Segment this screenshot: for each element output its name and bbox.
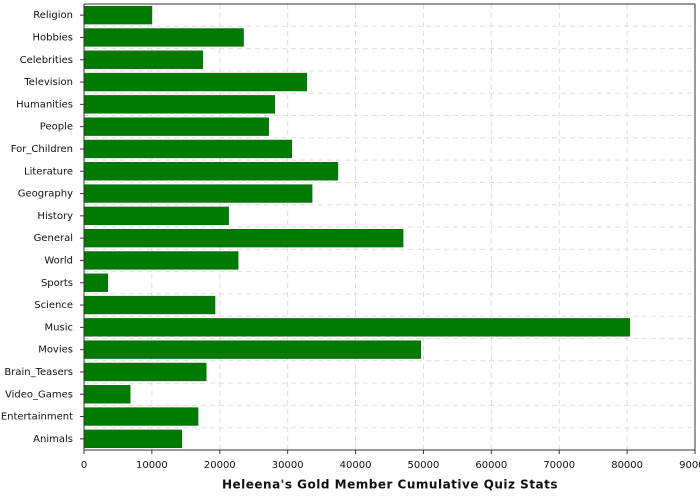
bar [83, 295, 216, 315]
bar [83, 117, 269, 136]
bar [83, 429, 183, 449]
bar [83, 385, 131, 404]
bar [83, 72, 307, 92]
bar [83, 340, 421, 359]
y-tick-label: Television [23, 77, 73, 88]
bar [83, 407, 199, 426]
y-tick-label: Celebrities [20, 55, 73, 66]
y-tick-label: Science [34, 300, 73, 311]
y-tick-label: Humanities [16, 99, 73, 110]
x-axis-title: Heleena's Gold Member Cumulative Quiz St… [222, 478, 558, 492]
x-tick-label: 30000 [272, 460, 304, 471]
y-tick-label: Hobbies [33, 32, 73, 43]
y-tick-label: Movies [38, 345, 73, 356]
y-tick-label: People [40, 122, 73, 133]
y-tick-label: General [34, 233, 73, 244]
x-tick-label: 90000 [679, 460, 700, 471]
bar [83, 228, 404, 248]
x-tick-label: 40000 [340, 460, 372, 471]
bar [83, 206, 229, 226]
bar [83, 50, 204, 69]
y-tick-label: Video_Games [5, 389, 73, 400]
y-tick-label: Sports [41, 278, 73, 289]
x-tick-label: 50000 [408, 460, 440, 471]
x-tick-label: 20000 [204, 460, 236, 471]
bar [83, 362, 207, 382]
y-tick-label: Geography [18, 189, 73, 200]
x-tick-label: 60000 [475, 460, 507, 471]
bar [83, 5, 153, 25]
y-tick-label: Entertainment [1, 412, 73, 423]
y-tick-label: Animals [33, 434, 73, 445]
bar [83, 251, 239, 270]
y-tick-label: Literature [24, 166, 73, 177]
bar [83, 318, 631, 337]
x-tick-label: 80000 [611, 460, 643, 471]
y-tick-label: History [37, 211, 73, 222]
x-tick-label: 70000 [543, 460, 575, 471]
bar [83, 273, 109, 292]
y-tick-label: Religion [33, 10, 73, 21]
bar [83, 95, 276, 114]
bar [83, 139, 292, 159]
bar [83, 28, 244, 47]
y-tick-label: Brain_Teasers [4, 367, 73, 378]
x-tick-label: 10000 [136, 460, 168, 471]
x-tick-label: 0 [81, 460, 87, 471]
bar [83, 184, 313, 203]
y-tick-label: For_Children [11, 144, 73, 155]
y-tick-label: Music [45, 322, 73, 333]
bar [83, 162, 339, 181]
y-tick-label: World [44, 255, 73, 266]
